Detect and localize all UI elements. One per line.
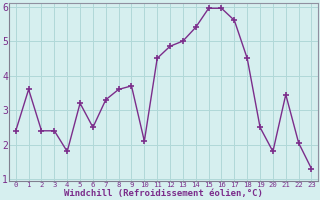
X-axis label: Windchill (Refroidissement éolien,°C): Windchill (Refroidissement éolien,°C) [64,189,263,198]
